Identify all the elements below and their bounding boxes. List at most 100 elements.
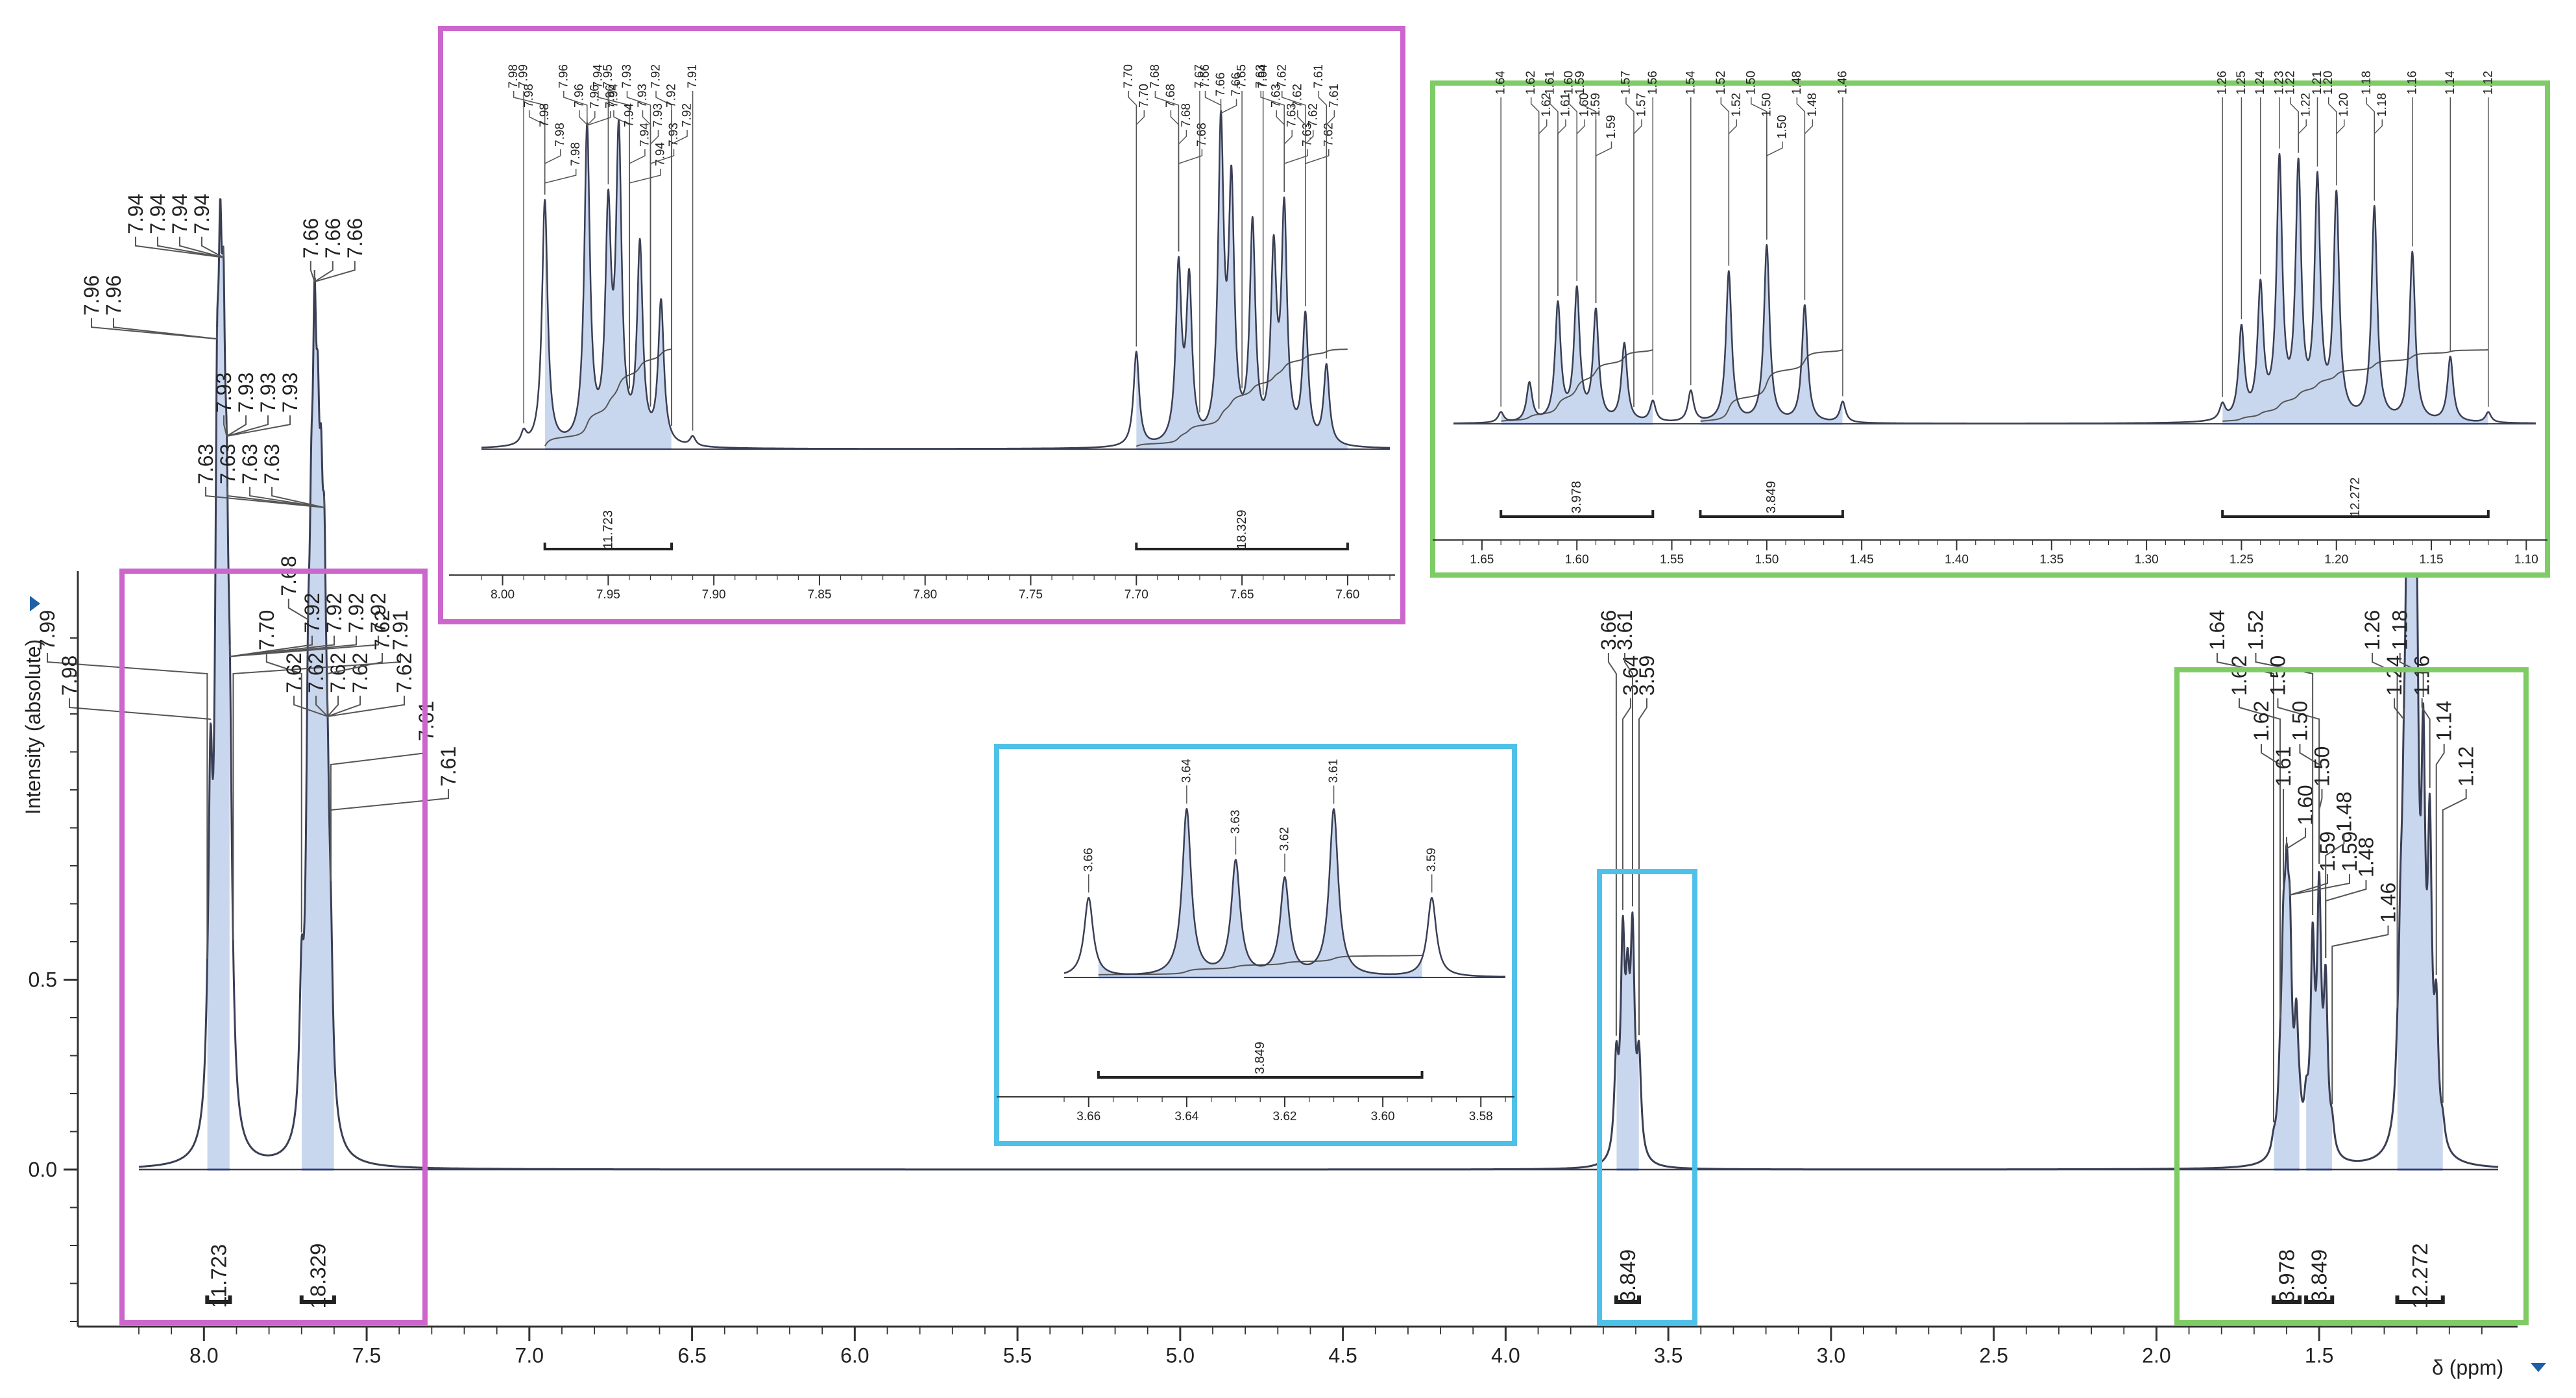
peak-label: 1.50 bbox=[1760, 93, 1773, 117]
x-axis-marker-icon bbox=[2531, 1363, 2546, 1372]
x-tick-label: 5.5 bbox=[1003, 1344, 1032, 1367]
peak-label-leader bbox=[2421, 698, 2431, 788]
x-tick-label: 5.0 bbox=[1166, 1344, 1195, 1367]
peak-label-leader bbox=[1638, 698, 1647, 1036]
y-tick-label: 0.0 bbox=[29, 1158, 57, 1181]
peak-label: 7.96 bbox=[572, 84, 586, 108]
peak-label: 1.50 bbox=[2266, 656, 2289, 696]
integral-curve bbox=[1700, 349, 1843, 422]
integral-bracket bbox=[2221, 510, 2490, 518]
integral-bracket bbox=[543, 543, 674, 550]
peak-label: 1.24 bbox=[2254, 71, 2267, 95]
peak-label-leader bbox=[2394, 698, 2405, 721]
x-tick-label: 3.66 bbox=[1076, 1110, 1100, 1123]
x-tick-label: 2.0 bbox=[2142, 1344, 2170, 1367]
integral-value: 3.978 bbox=[1570, 481, 1584, 513]
x-tick-label: 3.5 bbox=[1654, 1344, 1683, 1367]
peak-label-leader bbox=[587, 111, 611, 127]
peak-label: 7.68 bbox=[1180, 103, 1193, 127]
chart-main: 11.723 18.329 3.849 3.978 3.849 12.272 8.0 7.5 7… bbox=[36, 193, 2518, 1367]
x-tick-label: 1.30 bbox=[2135, 553, 2159, 567]
peak-label: 7.62 bbox=[304, 653, 328, 693]
peak-label: 1.14 bbox=[2433, 701, 2456, 741]
peak-label-leader bbox=[1633, 119, 1642, 407]
peak-label: 1.14 bbox=[2444, 71, 2457, 95]
peak-label-leader bbox=[226, 415, 291, 437]
integral-bracket bbox=[1699, 510, 1844, 518]
peak-label-leader bbox=[1595, 141, 1612, 303]
peak-label: 3.64 bbox=[1180, 759, 1193, 783]
peak-label-leader bbox=[1728, 119, 1738, 266]
peak-label-leader bbox=[68, 698, 212, 720]
integral-value: 12.272 bbox=[2408, 1244, 2432, 1309]
peak-label: 7.66 bbox=[299, 218, 322, 258]
integral-value: 18.329 bbox=[1235, 509, 1249, 549]
peak-label-leader bbox=[2331, 926, 2389, 1105]
integral-value: 11.723 bbox=[206, 1244, 230, 1308]
peak-label: 7.70 bbox=[255, 610, 278, 650]
peak-label: 7.94 bbox=[168, 193, 191, 234]
x-tick-label: 7.85 bbox=[807, 588, 831, 602]
peak-label-leader bbox=[265, 653, 302, 933]
integral-area bbox=[302, 278, 334, 1170]
integral-value: 3.978 bbox=[2275, 1249, 2299, 1303]
peak-label: 7.62 bbox=[282, 653, 306, 693]
x-tick-label: 1.10 bbox=[2514, 553, 2538, 567]
peak-label: 7.62 bbox=[393, 653, 416, 693]
peak-label: 7.65 bbox=[1235, 64, 1249, 88]
integral-area bbox=[1098, 809, 1422, 977]
x-tick-label: 1.50 bbox=[1755, 553, 1779, 567]
peak-label: 7.94 bbox=[591, 64, 605, 88]
peak-label: 1.46 bbox=[2376, 883, 2400, 923]
peak-label: 7.68 bbox=[1164, 84, 1178, 108]
spectrum-line bbox=[138, 198, 2499, 1171]
peak-label: 7.66 bbox=[1198, 64, 1212, 88]
peak-label-leader bbox=[2325, 880, 2367, 958]
peak-label: 1.62 bbox=[1524, 71, 1538, 95]
peak-label: 7.62 bbox=[348, 653, 372, 693]
peak-label: 7.63 bbox=[216, 444, 239, 484]
peak-label: 7.66 bbox=[321, 218, 345, 258]
peak-label: 1.50 bbox=[1775, 115, 1789, 139]
peak-label: 7.93 bbox=[212, 373, 236, 413]
peak-label: 7.93 bbox=[278, 373, 302, 413]
peak-label: 3.62 bbox=[1278, 827, 1292, 851]
peak-label: 1.60 bbox=[1562, 71, 1576, 95]
peak-label: 7.98 bbox=[569, 142, 583, 166]
peak-label: 7.96 bbox=[603, 84, 617, 108]
peak-label: 1.22 bbox=[2300, 93, 2313, 117]
peak-label: 3.64 bbox=[1619, 656, 1642, 696]
peak-label: 1.59 bbox=[2338, 831, 2361, 872]
peak-label: 3.61 bbox=[1613, 610, 1636, 650]
highlight-box-aliphatic bbox=[2174, 667, 2529, 1325]
integral-value: 11.723 bbox=[601, 510, 615, 549]
peak-label: 7.98 bbox=[553, 123, 567, 147]
peak-label: 7.67 bbox=[1193, 64, 1206, 88]
peak-label: 1.50 bbox=[2288, 701, 2311, 741]
x-tick-label: 1.5 bbox=[2305, 1344, 2333, 1367]
peak-label-leader bbox=[2290, 97, 2299, 153]
peak-label: 7.63 bbox=[1254, 64, 1268, 88]
peak-label: 7.92 bbox=[300, 593, 324, 633]
peak-label: 7.62 bbox=[1291, 84, 1304, 108]
peak-label: 7.66 bbox=[1230, 73, 1243, 97]
integral-area bbox=[207, 199, 230, 1170]
peak-label: 7.63 bbox=[1285, 103, 1299, 127]
peak-label: 7.93 bbox=[256, 373, 280, 413]
peak-label-leader bbox=[46, 653, 208, 959]
peak-label-leader bbox=[671, 130, 688, 426]
peak-label-leader bbox=[330, 744, 428, 881]
peak-label: 1.18 bbox=[2360, 71, 2374, 95]
integral-bracket bbox=[2271, 1295, 2302, 1304]
peak-label-leader bbox=[2374, 119, 2383, 201]
x-tick-label: 4.5 bbox=[1328, 1344, 1357, 1367]
inset-box-methine bbox=[994, 744, 1517, 1146]
peak-label: 7.96 bbox=[588, 84, 601, 108]
x-tick-label: 6.5 bbox=[677, 1344, 706, 1367]
x-tick-label: 7.60 bbox=[1335, 588, 1359, 602]
peak-label: 7.92 bbox=[367, 593, 390, 633]
peak-label: 3.66 bbox=[1082, 848, 1095, 872]
peak-label: 7.64 bbox=[1256, 64, 1270, 88]
peak-label: 1.46 bbox=[1836, 71, 1849, 95]
